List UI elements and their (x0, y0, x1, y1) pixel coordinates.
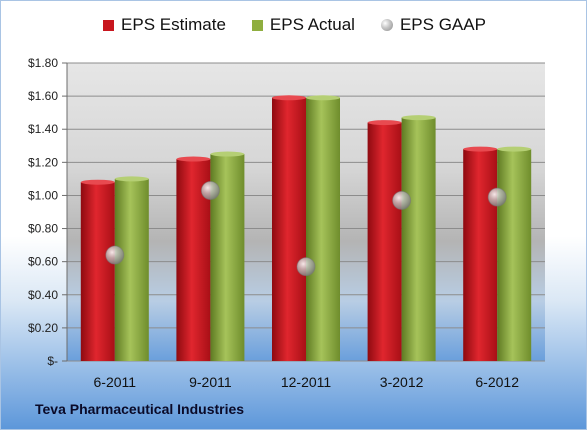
x-tick-label: 3-2012 (380, 374, 424, 390)
bar-eps-actual (401, 117, 436, 361)
y-tick-label: $0.80 (28, 222, 58, 236)
y-tick-label: $0.60 (28, 255, 58, 269)
point-eps-gaap (487, 187, 507, 207)
bar-eps-estimate-cap (367, 120, 402, 126)
bar-eps-actual-cap (401, 115, 436, 121)
y-tick-label: $1.60 (28, 89, 58, 103)
bar-eps-estimate-cap (80, 179, 115, 185)
y-tick-label: $0.40 (28, 288, 58, 302)
y-axis-ticks: $- $0.20 $0.40 $0.60 $0.80 $1.00 $1.20 $1.40 $1.… (28, 56, 68, 368)
legend-label-actual: EPS Actual (269, 15, 355, 34)
bar-eps-estimate-cap (463, 146, 498, 152)
legend-swatch-actual (251, 19, 263, 31)
bar-eps-estimate (272, 97, 306, 362)
bar-eps-estimate-cap (176, 156, 211, 162)
bar-eps-actual-cap (114, 176, 149, 182)
legend-swatch-gaap (380, 19, 393, 31)
legend-label-estimate: EPS Estimate (121, 15, 226, 34)
x-tick-label: 6-2011 (94, 374, 137, 390)
x-axis-ticks: 6-2011 9-2011 12-2011 3-2012 6-2012 (94, 374, 520, 390)
bar-eps-estimate (80, 182, 115, 361)
gaap-points (105, 180, 507, 277)
point-eps-gaap (105, 245, 125, 265)
x-tick-label: 6-2012 (475, 374, 519, 390)
bar-eps-estimate (367, 122, 402, 361)
bar-eps-actual-cap (497, 146, 532, 152)
y-tick-label: $1.00 (28, 188, 58, 202)
point-eps-gaap (200, 180, 220, 200)
legend-swatch-estimate (103, 19, 115, 31)
x-tick-label: 12-2011 (281, 374, 332, 390)
bar-eps-estimate-cap (272, 95, 306, 101)
y-tick-label: $1.20 (28, 155, 58, 169)
y-tick-label: $1.80 (28, 56, 58, 70)
bar-eps-actual-cap (210, 151, 245, 157)
legend-item-estimate: EPS Estimate (103, 15, 226, 35)
y-tick-label: $- (47, 354, 58, 368)
bar-eps-estimate (463, 149, 498, 361)
legend: EPS Estimate EPS Actual EPS GAAP (1, 15, 587, 35)
bars (80, 95, 532, 362)
footer-company-name: Teva Pharmaceutical Industries (35, 401, 245, 417)
bar-eps-actual (114, 178, 149, 361)
bar-eps-actual (306, 97, 340, 362)
y-tick-label: $1.40 (28, 122, 58, 136)
point-eps-gaap (296, 257, 316, 277)
x-tick-label: 9-2011 (189, 374, 232, 390)
bar-eps-actual (497, 149, 532, 361)
bar-eps-actual-cap (306, 95, 340, 101)
point-eps-gaap (392, 190, 412, 210)
y-tick-label: $0.20 (28, 321, 58, 335)
legend-item-actual: EPS Actual (251, 15, 355, 35)
legend-label-gaap: EPS GAAP (399, 15, 486, 34)
legend-item-gaap: EPS GAAP (380, 15, 486, 35)
